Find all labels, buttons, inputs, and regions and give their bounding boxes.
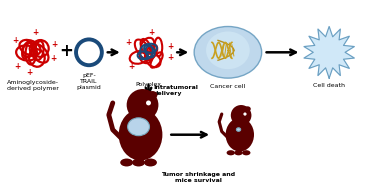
Text: +: + xyxy=(15,62,20,71)
Ellipse shape xyxy=(144,159,157,167)
Ellipse shape xyxy=(119,109,163,160)
Circle shape xyxy=(231,105,251,126)
Ellipse shape xyxy=(206,31,250,69)
Text: +: + xyxy=(32,28,38,37)
Text: Polyplex: Polyplex xyxy=(135,82,161,87)
Ellipse shape xyxy=(236,128,241,131)
Ellipse shape xyxy=(132,159,145,167)
Ellipse shape xyxy=(148,91,157,99)
Ellipse shape xyxy=(226,118,254,151)
Text: Intratumoral
delivery: Intratumoral delivery xyxy=(154,85,198,96)
Polygon shape xyxy=(304,26,354,78)
Text: +: + xyxy=(125,38,132,47)
Ellipse shape xyxy=(234,150,243,155)
Ellipse shape xyxy=(194,26,262,78)
Ellipse shape xyxy=(128,118,150,136)
Text: Tumor shrinkage and
mice survival: Tumor shrinkage and mice survival xyxy=(161,172,235,183)
Ellipse shape xyxy=(227,150,235,155)
Text: +: + xyxy=(12,36,19,45)
Text: +: + xyxy=(167,42,173,51)
Text: +: + xyxy=(148,28,155,37)
Ellipse shape xyxy=(120,159,133,167)
Text: Aminoglycoside-
derived polymer: Aminoglycoside- derived polymer xyxy=(7,80,60,91)
Text: +: + xyxy=(59,42,73,60)
Text: +: + xyxy=(51,40,57,49)
Text: +: + xyxy=(26,68,32,77)
Text: +: + xyxy=(50,54,56,63)
Circle shape xyxy=(243,112,247,116)
Text: Cancer cell: Cancer cell xyxy=(210,84,246,89)
Text: +: + xyxy=(128,62,135,71)
Text: +: + xyxy=(167,53,173,62)
Text: Cell death: Cell death xyxy=(313,83,345,88)
Ellipse shape xyxy=(244,106,251,112)
Circle shape xyxy=(146,101,151,105)
Ellipse shape xyxy=(242,150,250,155)
Text: Gene
expression: Gene expression xyxy=(208,41,248,54)
Text: pEF-
TRAIL
plasmid: pEF- TRAIL plasmid xyxy=(77,73,101,90)
Circle shape xyxy=(126,89,158,121)
